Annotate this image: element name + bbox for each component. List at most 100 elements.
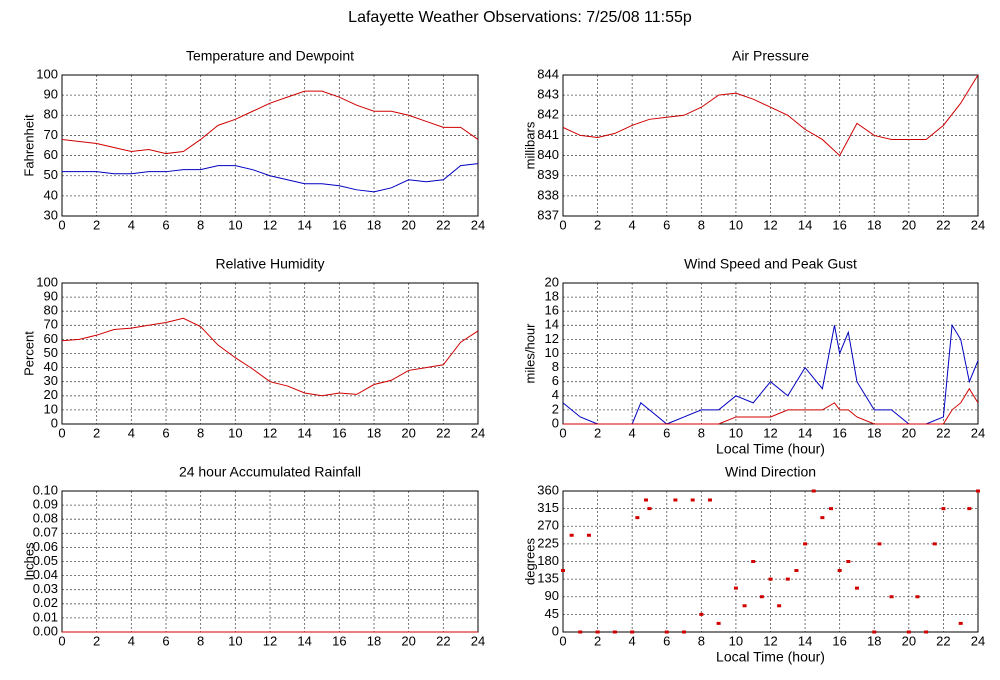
x-tick-label: 18 <box>367 217 381 232</box>
x-tick-label: 8 <box>197 217 204 232</box>
y-tick-label: 50 <box>44 345 58 360</box>
x-tick-label: 8 <box>698 633 705 648</box>
data-point <box>751 560 756 563</box>
y-tick-label: 20 <box>545 274 559 289</box>
data-point <box>586 533 591 537</box>
y-tick-label: 70 <box>44 127 58 142</box>
x-tick-label: 12 <box>263 633 277 648</box>
x-tick-label: 10 <box>228 633 242 648</box>
chart-title: 24 hour Accumulated Rainfall <box>179 464 361 480</box>
x-tick-label: 24 <box>471 633 485 648</box>
y-tick-label: 0.05 <box>33 553 58 568</box>
x-tick-label: 22 <box>936 217 950 232</box>
data-point <box>932 542 937 546</box>
y-tick-label: 841 <box>537 127 559 142</box>
y-tick-label: 0.10 <box>33 482 58 497</box>
x-tick-label: 2 <box>594 425 601 440</box>
data-point <box>578 630 583 634</box>
y-tick-label: 30 <box>44 373 58 388</box>
x-tick-label: 0 <box>58 633 65 648</box>
plot-frame <box>562 282 979 425</box>
y-tick-label: 0.08 <box>33 511 58 526</box>
y-tick-label: 840 <box>537 147 559 162</box>
data-point <box>837 569 842 573</box>
data-point <box>820 516 825 520</box>
x-tick-label: 16 <box>832 217 846 232</box>
chart-title: Temperature and Dewpoint <box>186 48 354 64</box>
y-tick-label: 0 <box>51 415 58 430</box>
x-tick-label: 16 <box>832 425 846 440</box>
data-point <box>707 498 712 502</box>
y-tick-label: 60 <box>44 147 58 162</box>
y-tick-label: 70 <box>44 317 58 332</box>
y-tick-label: 2 <box>552 401 559 416</box>
x-tick-label: 18 <box>867 425 881 440</box>
y-tick-label: 843 <box>537 87 559 102</box>
x-tick-label: 22 <box>936 425 950 440</box>
data-point <box>664 630 669 634</box>
y-tick-label: 90 <box>545 588 559 603</box>
x-axis-label: Local Time (hour) <box>716 441 825 457</box>
chart-title: Wind Speed and Peak Gust <box>684 256 857 272</box>
data-point <box>872 630 877 634</box>
y-tick-label: 12 <box>545 331 559 346</box>
y-tick-label: 100 <box>36 66 58 81</box>
x-tick-label: 20 <box>902 217 916 232</box>
x-tick-label: 24 <box>971 217 985 232</box>
y-tick-label: 270 <box>537 518 559 533</box>
data-point <box>941 507 946 511</box>
x-tick-label: 12 <box>763 633 777 648</box>
y-tick-label: 14 <box>545 317 559 332</box>
x-tick-label: 8 <box>197 425 204 440</box>
data-point <box>846 560 851 563</box>
x-tick-label: 6 <box>663 217 670 232</box>
y-axis-label: Inches <box>21 542 36 581</box>
y-tick-label: 0.07 <box>33 525 58 540</box>
page-title: Lafayette Weather Observations: 7/25/08 … <box>348 9 692 26</box>
data-point <box>716 621 721 625</box>
x-tick-label: 24 <box>971 425 985 440</box>
y-tick-label: 90 <box>44 87 58 102</box>
x-tick-label: 10 <box>729 633 743 648</box>
data-point <box>759 595 764 599</box>
x-axis-label: Local Time (hour) <box>716 649 825 665</box>
x-tick-label: 14 <box>798 633 812 648</box>
data-point <box>958 621 963 625</box>
y-tick-label: 0.01 <box>33 609 58 624</box>
x-tick-label: 16 <box>332 217 346 232</box>
x-tick-label: 6 <box>162 633 169 648</box>
data-point <box>854 586 859 590</box>
data-point <box>647 507 652 511</box>
y-axis-label: millibars <box>522 121 537 169</box>
x-tick-label: 12 <box>763 425 777 440</box>
data-point <box>690 498 695 502</box>
x-tick-label: 18 <box>367 633 381 648</box>
x-tick-label: 16 <box>332 633 346 648</box>
x-tick-label: 6 <box>663 425 670 440</box>
y-tick-label: 839 <box>537 167 559 182</box>
y-tick-label: 844 <box>537 66 559 81</box>
y-tick-label: 90 <box>44 289 58 304</box>
x-tick-label: 4 <box>128 633 135 648</box>
y-tick-label: 0.04 <box>33 567 58 582</box>
y-tick-label: 10 <box>44 401 58 416</box>
x-tick-label: 2 <box>93 425 100 440</box>
y-tick-label: 20 <box>44 387 58 402</box>
data-point <box>906 630 911 634</box>
y-axis-label: Fahrenheit <box>21 114 36 177</box>
x-tick-label: 20 <box>401 425 415 440</box>
x-tick-label: 16 <box>832 633 846 648</box>
x-tick-label: 20 <box>401 633 415 648</box>
x-tick-label: 10 <box>228 425 242 440</box>
data-point <box>699 612 704 616</box>
y-axis-label: degrees <box>522 538 537 585</box>
data-point <box>794 569 799 573</box>
y-tick-label: 0 <box>552 623 559 638</box>
y-tick-label: 4 <box>552 387 559 402</box>
data-line <box>61 317 479 397</box>
x-tick-label: 12 <box>263 425 277 440</box>
y-tick-label: 40 <box>44 359 58 374</box>
x-tick-label: 10 <box>729 217 743 232</box>
x-tick-label: 22 <box>436 425 450 440</box>
x-tick-label: 4 <box>128 425 135 440</box>
